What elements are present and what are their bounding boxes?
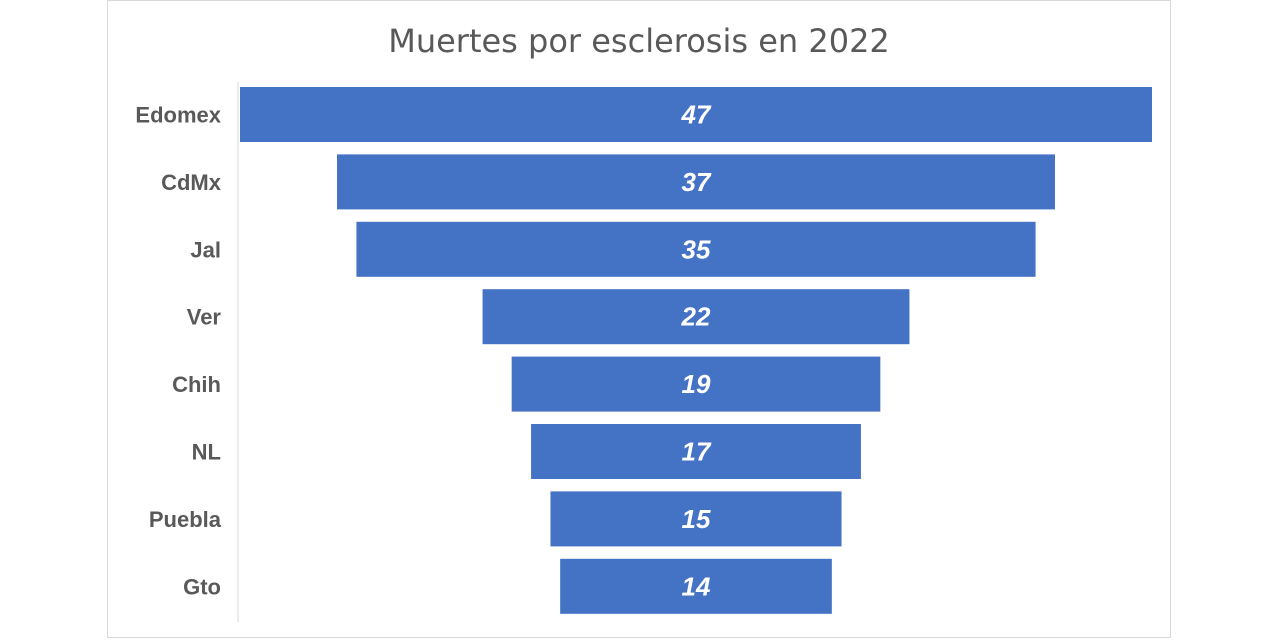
data-label-ver: 22 bbox=[681, 302, 711, 332]
category-label-gto: Gto bbox=[183, 574, 221, 599]
category-label-puebla: Puebla bbox=[149, 507, 222, 532]
data-label-edomex: 47 bbox=[681, 100, 712, 130]
bar-puebla bbox=[550, 491, 842, 547]
chart-title: Muertes por esclerosis en 2022 bbox=[388, 22, 890, 60]
data-label-gto: 14 bbox=[682, 571, 711, 601]
bars-group bbox=[240, 87, 1152, 614]
category-label-jal: Jal bbox=[190, 237, 221, 262]
bar-edomex bbox=[240, 87, 1152, 142]
category-label-edomex: Edomex bbox=[135, 103, 221, 128]
data-label-cdmx: 37 bbox=[682, 167, 712, 197]
bar-gto bbox=[560, 558, 832, 614]
category-labels-group: Edomex CdMx Jal Ver Chih NL Puebla Gto bbox=[135, 103, 221, 600]
data-label-nl: 17 bbox=[682, 437, 712, 467]
value-labels-group: 47 37 35 22 19 17 15 14 bbox=[681, 100, 712, 602]
category-label-cdmx: CdMx bbox=[161, 170, 222, 195]
category-label-nl: NL bbox=[192, 440, 221, 465]
bar-ver bbox=[482, 289, 910, 345]
bar-nl bbox=[531, 424, 861, 479]
bar-cdmx bbox=[337, 154, 1055, 210]
data-label-chih: 19 bbox=[682, 369, 711, 399]
category-label-chih: Chih bbox=[172, 372, 221, 397]
data-label-puebla: 15 bbox=[682, 504, 711, 534]
bar-chih bbox=[511, 356, 881, 412]
data-label-jal: 35 bbox=[682, 234, 711, 264]
category-label-ver: Ver bbox=[187, 305, 222, 330]
bar-jal bbox=[356, 221, 1036, 277]
